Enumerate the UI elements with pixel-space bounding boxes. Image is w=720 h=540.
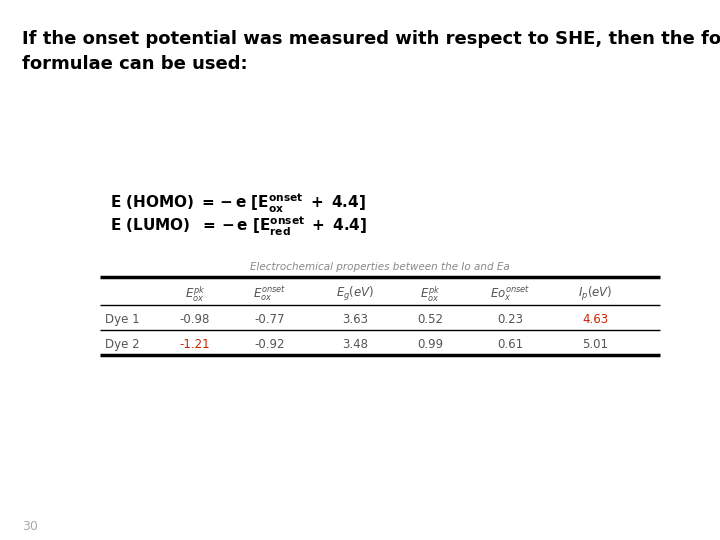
Text: $E_{ox}^{onset}$: $E_{ox}^{onset}$ (253, 285, 287, 304)
Text: 0.61: 0.61 (497, 338, 523, 351)
Text: If the onset potential was measured with respect to SHE, then the following: If the onset potential was measured with… (22, 30, 720, 48)
Text: $E_{ox}^{pk}$: $E_{ox}^{pk}$ (420, 285, 440, 305)
Text: Dye 2: Dye 2 (105, 338, 140, 351)
Text: $E_g(eV)$: $E_g(eV)$ (336, 285, 374, 303)
Text: formulae can be used:: formulae can be used: (22, 55, 248, 73)
Text: $Eo_x^{onset}$: $Eo_x^{onset}$ (490, 285, 530, 304)
Text: 3.63: 3.63 (342, 313, 368, 326)
Text: -0.98: -0.98 (180, 313, 210, 326)
Text: -0.77: -0.77 (255, 313, 285, 326)
Text: $E_{ox}^{pk}$: $E_{ox}^{pk}$ (185, 285, 205, 305)
Text: 0.23: 0.23 (497, 313, 523, 326)
Text: 30: 30 (22, 520, 38, 533)
Text: 0.99: 0.99 (417, 338, 443, 351)
Text: Dye 1: Dye 1 (105, 313, 140, 326)
Text: $\mathbf{E\ (HOMO)\ =-e\ [E_{ox}^{onset}\ +\ 4.4]}$: $\mathbf{E\ (HOMO)\ =-e\ [E_{ox}^{onset}… (110, 192, 366, 215)
Text: 4.63: 4.63 (582, 313, 608, 326)
Text: -0.92: -0.92 (255, 338, 285, 351)
Text: -1.21: -1.21 (180, 338, 210, 351)
Text: 5.01: 5.01 (582, 338, 608, 351)
Text: Electrochemical properties between the Io and Ea: Electrochemical properties between the I… (250, 262, 510, 272)
Text: 0.52: 0.52 (417, 313, 443, 326)
Text: $I_p(eV)$: $I_p(eV)$ (577, 285, 612, 303)
Text: 3.48: 3.48 (342, 338, 368, 351)
Text: $\mathbf{E\ (LUMO)\ \ =-e\ [E_{red}^{onset}\ +\ 4.4]}$: $\mathbf{E\ (LUMO)\ \ =-e\ [E_{red}^{ons… (110, 215, 367, 238)
